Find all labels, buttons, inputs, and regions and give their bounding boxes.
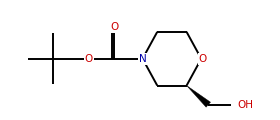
Polygon shape: [186, 86, 211, 107]
Text: OH: OH: [237, 100, 253, 110]
Text: O: O: [85, 54, 93, 64]
Text: O: O: [110, 22, 119, 32]
Text: N: N: [139, 54, 146, 64]
Text: O: O: [199, 54, 207, 64]
